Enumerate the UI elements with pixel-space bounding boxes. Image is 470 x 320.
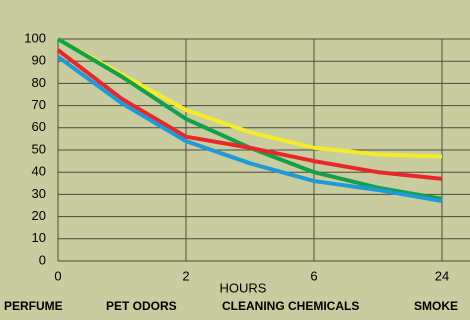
y-tick-label: 10 [32,230,46,245]
x-tick-label: 2 [182,268,189,283]
y-tick-label: 50 [32,141,46,156]
category-label: SMOKE [414,299,458,313]
x-tick-label: 6 [310,268,317,283]
category-label: CLEANING CHEMICALS [222,299,359,313]
y-tick-label: 80 [32,75,46,90]
series-line [56,48,443,181]
y-tick-label: 40 [32,164,46,179]
y-tick-label: 100 [24,30,46,45]
y-tick-label: 60 [32,119,46,134]
y-tick-label: 70 [32,97,46,112]
x-axis-label: HOURS [220,280,267,295]
category-label: PET ODORS [106,299,177,313]
y-tick-label: 20 [32,208,46,223]
x-tick-label: 0 [54,268,61,283]
y-tick-label: 0 [39,252,46,267]
y-tick-label: 30 [32,186,46,201]
category-label: PERFUME [4,299,63,313]
series-line [56,55,443,204]
y-tick-label: 90 [32,53,46,68]
x-tick-label: 24 [435,268,449,283]
